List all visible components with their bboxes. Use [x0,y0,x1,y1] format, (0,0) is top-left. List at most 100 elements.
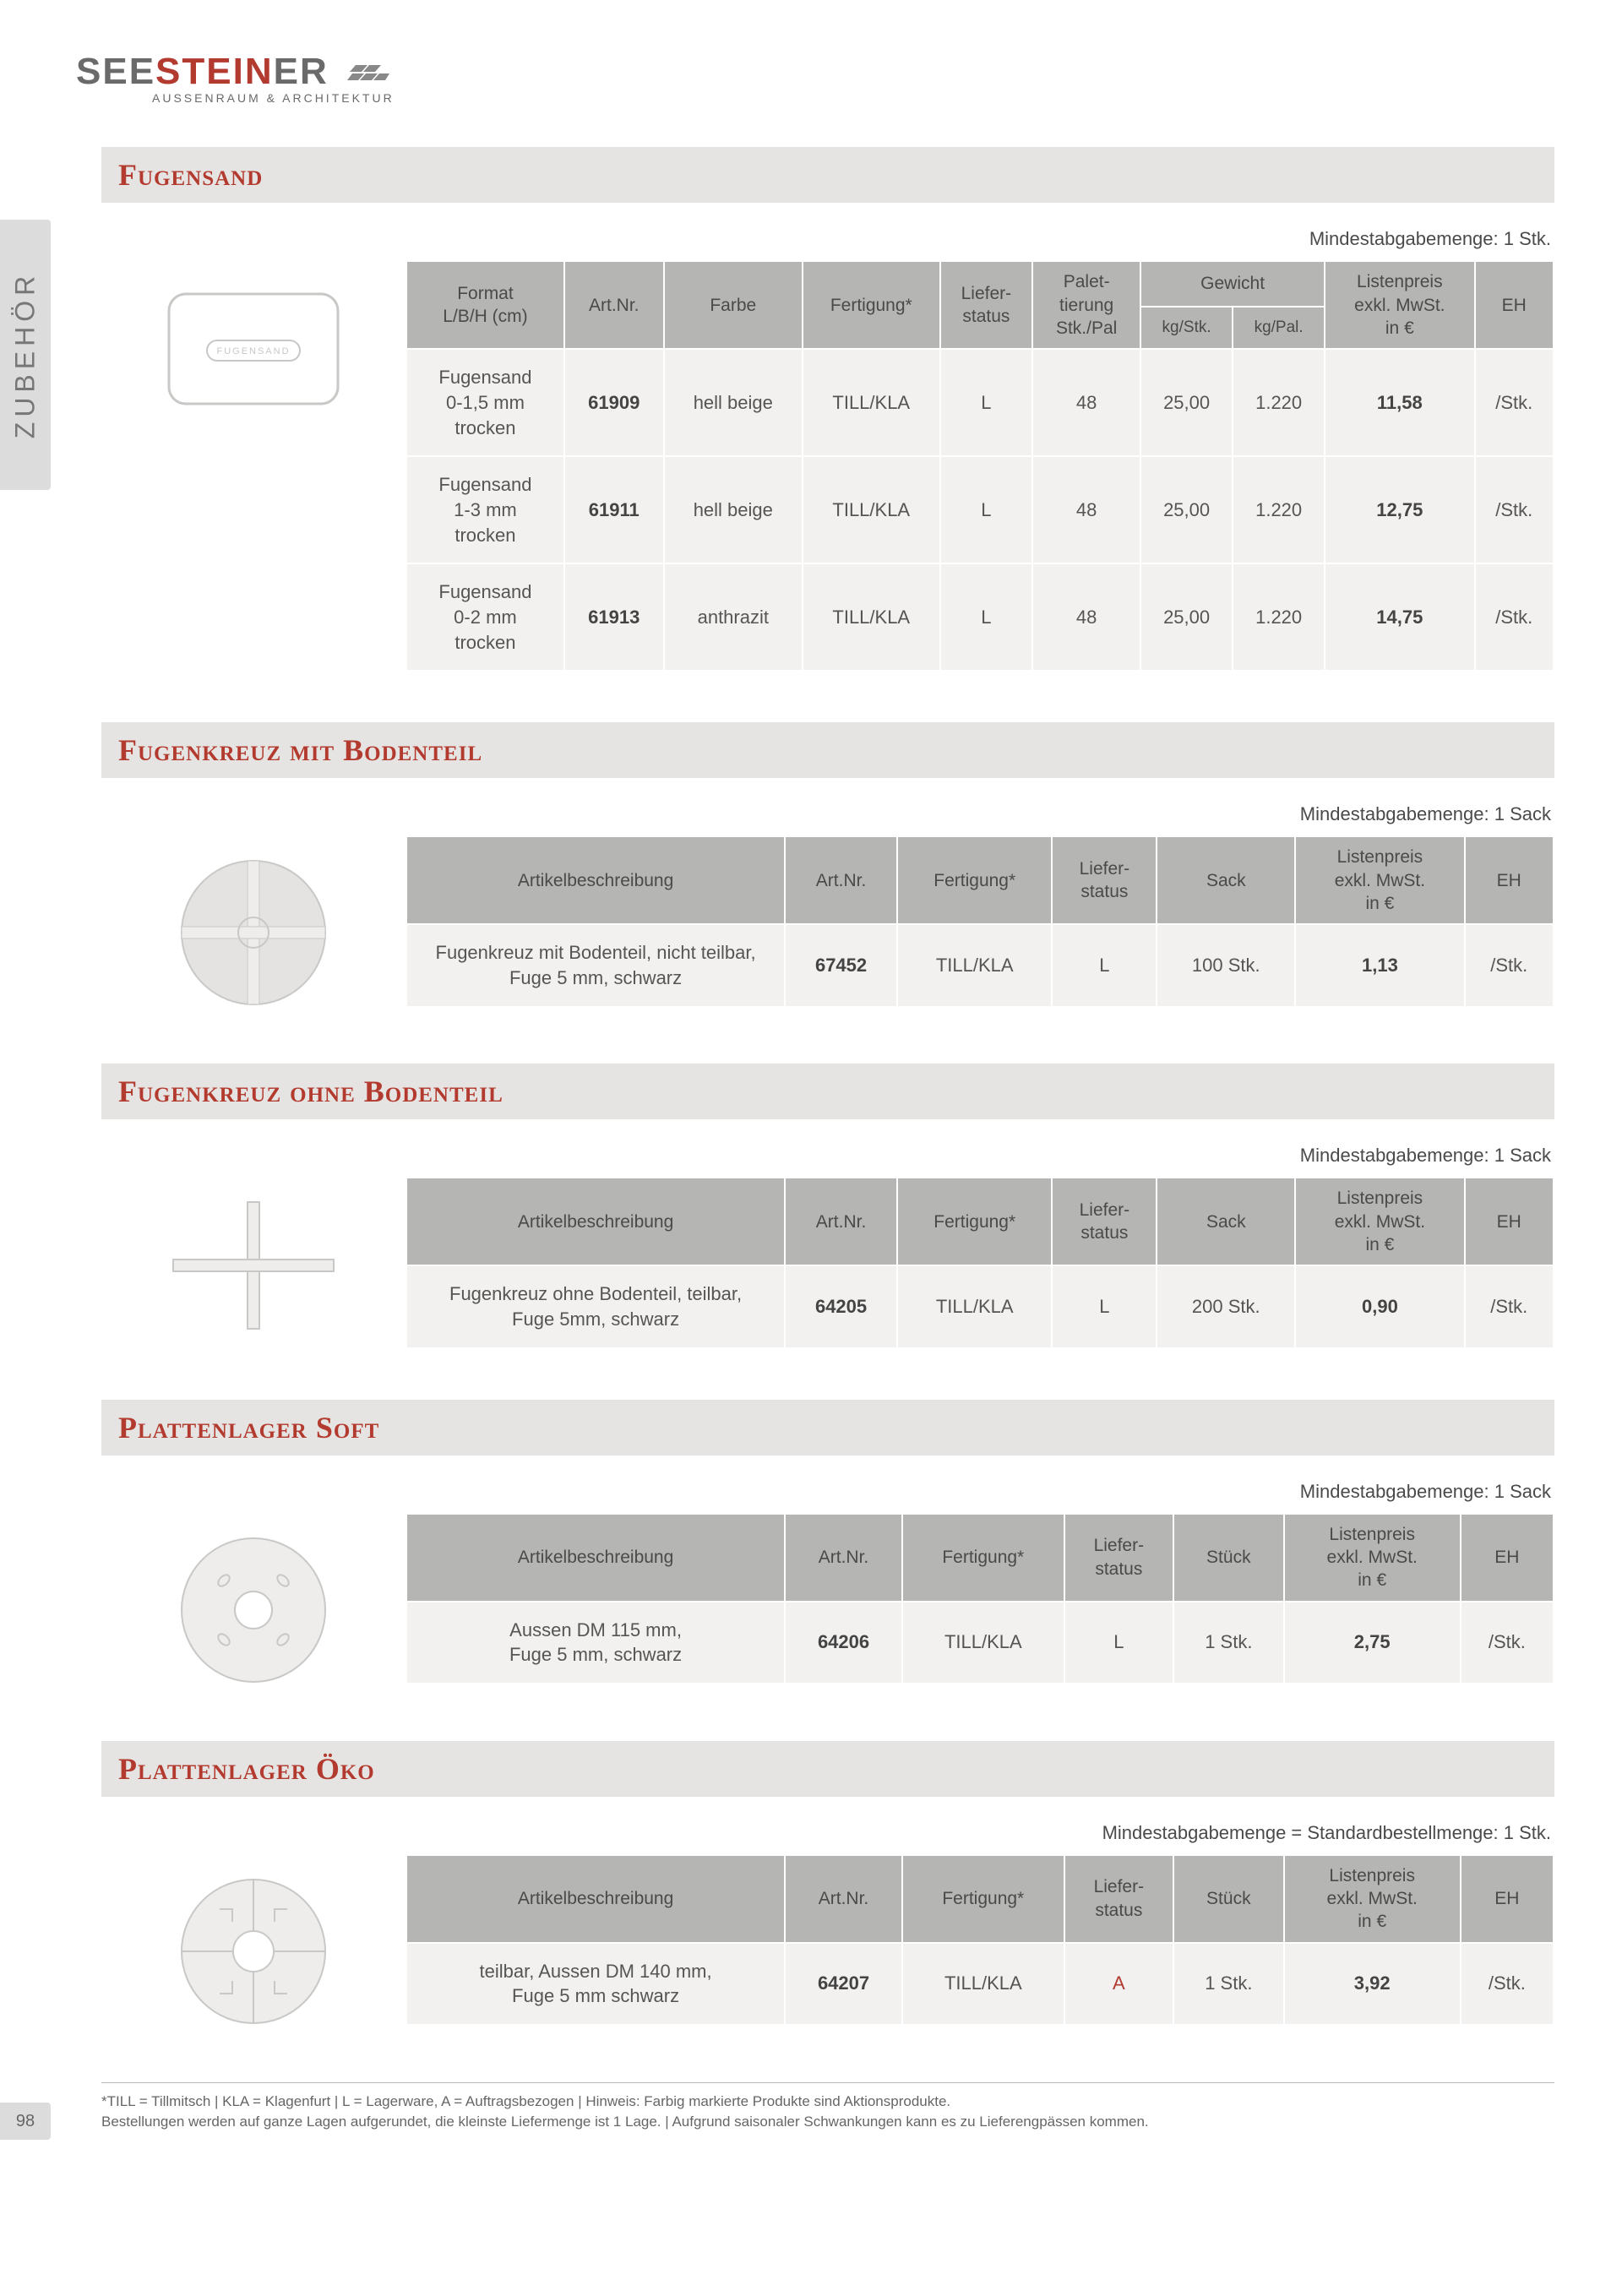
cell-format: Fugensand1-3 mmtrocken [406,456,564,563]
cell-kgstk: 25,00 [1140,563,1233,671]
cell-format: Fugensand0-1,5 mmtrocken [406,349,564,456]
table-row: teilbar, Aussen DM 140 mm,Fuge 5 mm schw… [406,1943,1554,2025]
cell-preis: 2,75 [1284,1602,1461,1684]
th-gewicht: Gewicht [1140,261,1325,306]
cell-kgpal: 1.220 [1233,563,1325,671]
min-note: Mindestabgabemenge: 1 Sack [101,1145,1554,1167]
cell-farbe: hell beige [664,349,803,456]
th-eh: EH [1461,1855,1554,1943]
th-eh: EH [1475,261,1554,349]
min-note: Mindestabgabemenge = Standardbestellmeng… [101,1822,1554,1844]
cell-beschr: teilbar, Aussen DM 140 mm,Fuge 5 mm schw… [406,1943,785,2025]
min-note: Mindestabgabemenge: 1 Sack [101,1481,1554,1503]
side-tab: ZUBEHÖR [0,220,51,490]
th-farbe: Farbe [664,261,803,349]
cell-kgpal: 1.220 [1233,349,1325,456]
th-fertigung: Fertigung* [803,261,940,349]
cell-fertigung: TILL/KLA [803,563,940,671]
th-preis: Listenpreisexkl. MwSt.in € [1284,1855,1461,1943]
th-fertigung: Fertigung* [897,836,1052,924]
cell-farbe: anthrazit [664,563,803,671]
section-title: Fugensand [118,157,1538,193]
table-fugenkreuz-ohne: Artikelbeschreibung Art.Nr. Fertigung* L… [406,1177,1554,1348]
cell-qty: 1 Stk. [1173,1943,1284,2025]
th-beschr: Artikelbeschreibung [406,1514,785,1602]
cell-artnr: 61909 [564,349,664,456]
th-artnr: Art.Nr. [564,261,664,349]
cell-preis: 1,13 [1295,924,1464,1006]
section-title: Plattenlager Öko [118,1751,1538,1787]
footnote-1: *TILL = Tillmitsch | KLA = Klagenfurt | … [101,2092,1554,2112]
cell-fertigung: TILL/KLA [902,1602,1064,1684]
page-number: 98 [0,2103,51,2140]
table-fugenkreuz-mit: Artikelbeschreibung Art.Nr. Fertigung* L… [406,835,1554,1007]
footer: *TILL = Tillmitsch | KLA = Klagenfurt | … [101,2082,1554,2132]
logo-icon [347,52,389,95]
table-plattenlager-oeko: Artikelbeschreibung Art.Nr. Fertigung* L… [406,1854,1554,2026]
section-header-fugensand: Fugensand [101,147,1554,203]
table-row: Fugensand1-3 mmtrocken61911hell beigeTIL… [406,456,1554,563]
cell-beschr: Fugenkreuz ohne Bodenteil, teilbar,Fuge … [406,1265,785,1347]
th-kgpal: kg/Pal. [1233,307,1325,350]
min-note: Mindestabgabemenge: 1 Sack [101,803,1554,825]
table-row: Aussen DM 115 mm,Fuge 5 mm, schwarz64206… [406,1602,1554,1684]
svg-text:FUGENSAND: FUGENSAND [216,346,290,356]
section-title: Fugenkreuz ohne Bodenteil [118,1074,1538,1109]
thumb-plattenlager-oeko [101,1854,406,2032]
table-row: Fugenkreuz mit Bodenteil, nicht teilbar,… [406,924,1554,1006]
th-sack: Sack [1157,836,1295,924]
cell-qty: 100 Stk. [1157,924,1295,1006]
th-eh: EH [1465,836,1554,924]
cell-kgpal: 1.220 [1233,456,1325,563]
cell-fertigung: TILL/KLA [902,1943,1064,2025]
th-liefer: Liefer-status [940,261,1033,349]
th-fertigung: Fertigung* [902,1855,1064,1943]
cell-palet: 48 [1032,456,1140,563]
cell-eh: /Stk. [1461,1602,1554,1684]
min-note: Mindestabgabemenge: 1 Stk. [101,228,1554,250]
side-tab-text: ZUBEHÖR [10,271,41,438]
cell-artnr: 64205 [785,1265,897,1347]
th-eh: EH [1461,1514,1554,1602]
th-artnr: Art.Nr. [785,1178,897,1265]
th-beschr: Artikelbeschreibung [406,836,785,924]
table-fugensand: FormatL/B/H (cm) Art.Nr. Farbe Fertigung… [406,260,1554,672]
th-preis: Listenpreisexkl. MwSt.in € [1295,836,1464,924]
cell-beschr: Fugenkreuz mit Bodenteil, nicht teilbar,… [406,924,785,1006]
table-row: Fugensand0-2 mmtrocken61913anthrazitTILL… [406,563,1554,671]
th-fertigung: Fertigung* [897,1178,1052,1265]
cell-liefer: A [1064,1943,1173,2025]
th-preis: Listenpreisexkl. MwSt.in € [1284,1514,1461,1602]
table-row: Fugensand0-1,5 mmtrocken61909hell beigeT… [406,349,1554,456]
section-header-plattenlager-soft: Plattenlager Soft [101,1400,1554,1455]
cell-palet: 48 [1032,563,1140,671]
th-liefer: Liefer-status [1064,1855,1173,1943]
cell-eh: /Stk. [1465,1265,1554,1347]
th-artnr: Art.Nr. [785,1855,902,1943]
section-title: Fugenkreuz mit Bodenteil [118,732,1538,768]
th-fertigung: Fertigung* [902,1514,1064,1602]
logo-post: ER [274,51,329,92]
cell-artnr: 61913 [564,563,664,671]
cell-preis: 3,92 [1284,1943,1461,2025]
cell-fertigung: TILL/KLA [803,349,940,456]
th-artnr: Art.Nr. [785,836,897,924]
table-row: Fugenkreuz ohne Bodenteil, teilbar,Fuge … [406,1265,1554,1347]
th-liefer: Liefer-status [1052,836,1157,924]
th-palet: Palet-tierungStk./Pal [1032,261,1140,349]
section-header-fugenkreuz-ohne: Fugenkreuz ohne Bodenteil [101,1064,1554,1119]
thumb-fugensand: FUGENSAND [101,260,406,421]
cell-artnr: 64207 [785,1943,902,2025]
logo: SEESTEINER AUSSENRAUM & ARCHITEKTUR [76,51,1554,105]
thumb-plattenlager-soft [101,1513,406,1690]
cell-preis: 11,58 [1325,349,1474,456]
cell-eh: /Stk. [1461,1943,1554,2025]
th-preis: Listenpreisexkl. MwSt.in € [1325,261,1474,349]
cell-preis: 12,75 [1325,456,1474,563]
footnote-2: Bestellungen werden auf ganze Lagen aufg… [101,2112,1554,2132]
cell-liefer: L [940,563,1033,671]
cell-eh: /Stk. [1475,563,1554,671]
cell-preis: 0,90 [1295,1265,1464,1347]
th-stueck: Stück [1173,1514,1284,1602]
section-title: Plattenlager Soft [118,1410,1538,1445]
